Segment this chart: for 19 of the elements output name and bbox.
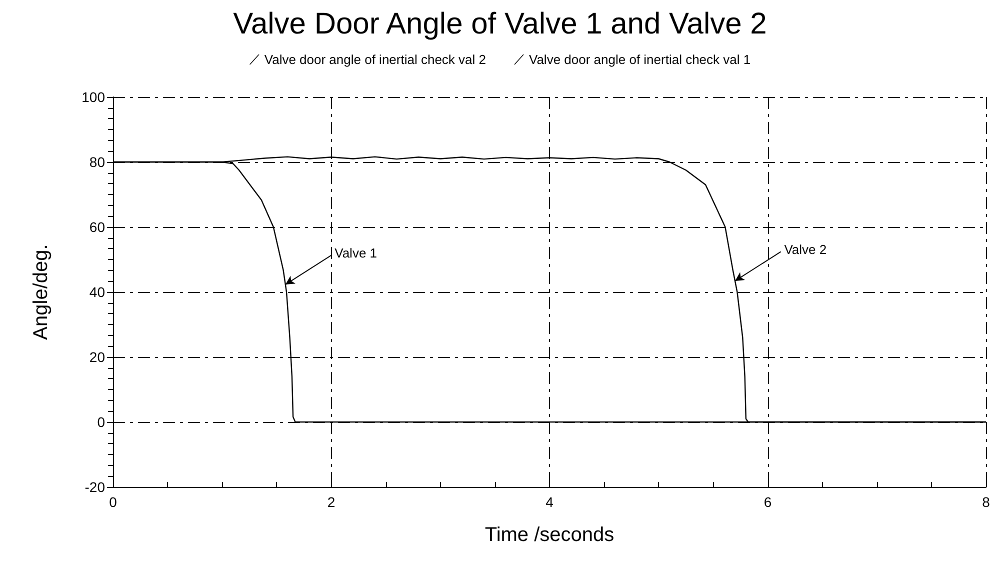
- x-tick-label: 4: [546, 494, 554, 510]
- legend-label: Valve door angle of inertial check val 1: [529, 52, 751, 67]
- x-tick-label: 0: [109, 494, 118, 510]
- annotation: Valve 2: [784, 242, 827, 258]
- y-tick-label: 0: [97, 414, 106, 430]
- annotation: Valve 1: [334, 246, 378, 261]
- x-axis-title: Time /seconds: [484, 524, 614, 546]
- y-tick-label: 40: [89, 284, 106, 300]
- x-tick-label: 8: [982, 494, 990, 510]
- x-tick-label: 2: [327, 494, 336, 510]
- x-tick-label: 6: [764, 494, 772, 510]
- y-tick-label: -20: [84, 479, 106, 495]
- chart-title: Valve Door Angle of Valve 1 and Valve 2: [233, 8, 767, 40]
- y-axis-title: Angle/deg.: [30, 244, 52, 340]
- y-tick-label: 80: [89, 154, 106, 170]
- y-tick-label: 100: [82, 89, 106, 105]
- y-tick-label: 60: [89, 219, 106, 235]
- legend-label: Valve door angle of inertial check val 2: [264, 52, 486, 67]
- y-tick-label: 20: [89, 349, 106, 365]
